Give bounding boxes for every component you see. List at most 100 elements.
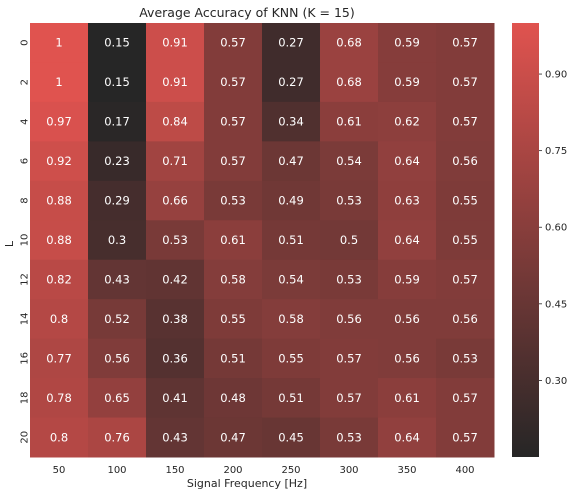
heatmap-cell xyxy=(378,378,437,419)
cell-value-label: 0.56 xyxy=(452,312,478,326)
heatmap-cell xyxy=(146,141,205,182)
cell-value-label: 0.64 xyxy=(394,154,420,168)
heatmap-cell xyxy=(436,299,495,340)
heatmap-cell xyxy=(204,101,263,142)
cell-value-label: 0.53 xyxy=(336,430,362,444)
colorbar-tick-label: 0.30 xyxy=(545,376,567,387)
colorbar-tick-labels: 0.30 0.45 0.60 0.75 0.90 xyxy=(539,70,567,387)
y-tick-label: 8 xyxy=(20,197,31,203)
cell-value-label: 0.42 xyxy=(162,272,188,286)
heatmap-cell xyxy=(378,101,437,142)
heatmap-cell xyxy=(436,220,495,261)
heatmap-cell xyxy=(30,299,89,340)
heatmap-cell xyxy=(88,259,147,300)
y-tick-label: 12 xyxy=(20,273,31,286)
y-tick-label: 14 xyxy=(20,313,31,326)
x-tick-label: 350 xyxy=(397,465,416,476)
heatmap-cell xyxy=(146,23,205,63)
heatmap-cell xyxy=(204,299,263,340)
cell-value-label: 0.77 xyxy=(46,351,72,365)
heatmap-cell xyxy=(30,259,89,300)
heatmap-cell xyxy=(320,101,379,142)
heatmap-cell xyxy=(30,220,89,261)
heatmap-cell xyxy=(146,101,205,142)
cell-value-label: 0.59 xyxy=(394,36,420,50)
heatmap-cell xyxy=(146,259,205,300)
heatmap-cell xyxy=(436,180,495,221)
cell-value-label: 0.57 xyxy=(220,115,246,129)
heatmap-cell xyxy=(262,141,321,182)
cell-value-label: 1 xyxy=(55,36,62,50)
x-tick-label: 300 xyxy=(339,465,358,476)
heatmap-cell xyxy=(88,141,147,182)
heatmap-cell xyxy=(30,101,89,142)
cell-value-label: 0.53 xyxy=(336,272,362,286)
cell-value-label: 0.55 xyxy=(452,233,478,247)
cell-value-label: 0.54 xyxy=(278,272,304,286)
cell-value-label: 0.43 xyxy=(162,430,188,444)
y-axis-label: L xyxy=(3,240,16,247)
heatmap-cell xyxy=(320,180,379,221)
heatmap-cell xyxy=(378,141,437,182)
heatmap-cell xyxy=(204,141,263,182)
x-tick-label: 200 xyxy=(223,465,242,476)
cell-value-label: 0.34 xyxy=(278,115,304,129)
cell-value-label: 0.29 xyxy=(104,194,130,208)
heatmap-cell xyxy=(320,338,379,379)
cell-value-label: 0.61 xyxy=(394,391,420,405)
cell-value-label: 0.53 xyxy=(452,351,478,365)
heatmap-cell xyxy=(88,220,147,261)
heatmap-cell xyxy=(378,180,437,221)
y-tick-label: 4 xyxy=(20,118,31,124)
heatmap-cell xyxy=(146,378,205,419)
cell-value-label: 0.15 xyxy=(104,75,130,89)
cell-value-label: 0.53 xyxy=(336,194,362,208)
cell-value-label: 0.48 xyxy=(220,391,246,405)
heatmap-cell xyxy=(30,417,89,458)
heatmap-cell xyxy=(378,62,437,103)
cell-value-label: 0.57 xyxy=(220,154,246,168)
cell-value-label: 0.55 xyxy=(452,194,478,208)
cell-value-label: 0.71 xyxy=(162,154,188,168)
y-tick-labels: 0 2 4 6 8 10 12 14 16 18 20 xyxy=(20,40,31,444)
heatmap-cell xyxy=(436,62,495,103)
heatmap-cell xyxy=(146,338,205,379)
heatmap-cell xyxy=(262,299,321,340)
cell-value-label: 0.51 xyxy=(220,351,246,365)
heatmap-cell xyxy=(88,299,147,340)
heatmap-cell xyxy=(378,299,437,340)
heatmap-cell xyxy=(88,101,147,142)
cell-value-label: 0.27 xyxy=(278,75,304,89)
heatmap-cell xyxy=(146,62,205,103)
cell-value-label: 0.23 xyxy=(104,154,130,168)
y-tick-label: 6 xyxy=(20,158,31,164)
heatmap-cell xyxy=(204,417,263,458)
cell-value-label: 1 xyxy=(55,75,62,89)
heatmap-cell xyxy=(262,338,321,379)
cell-value-label: 0.17 xyxy=(104,115,130,129)
x-tick-label: 150 xyxy=(165,465,184,476)
cell-value-label: 0.53 xyxy=(220,194,246,208)
heatmap-cells: 1 0.15 0.91 0.57 0.27 0.68 0.59 0.57 1 0.15 0.91 0.… xyxy=(30,23,495,458)
x-tick-label: 50 xyxy=(53,465,66,476)
heatmap-cell xyxy=(204,220,263,261)
y-tick-label: 16 xyxy=(20,352,31,365)
colorbar-tick-label: 0.75 xyxy=(545,146,567,157)
heatmap-cell xyxy=(262,180,321,221)
cell-value-label: 0.65 xyxy=(104,391,130,405)
heatmap-cell xyxy=(320,23,379,63)
cell-value-label: 0.57 xyxy=(452,391,478,405)
heatmap-cell xyxy=(436,259,495,300)
heatmap-cell xyxy=(30,378,89,419)
heatmap-cell xyxy=(146,417,205,458)
colorbar-tick-label: 0.90 xyxy=(545,70,567,81)
cell-value-label: 0.57 xyxy=(452,75,478,89)
heatmap-cell xyxy=(320,299,379,340)
cell-value-label: 0.88 xyxy=(46,233,72,247)
cell-value-label: 0.64 xyxy=(394,233,420,247)
heatmap-cell xyxy=(378,23,437,63)
cell-value-label: 0.57 xyxy=(452,115,478,129)
colorbar-tick-label: 0.60 xyxy=(545,223,567,234)
cell-value-label: 0.8 xyxy=(50,430,68,444)
heatmap-cell xyxy=(30,338,89,379)
